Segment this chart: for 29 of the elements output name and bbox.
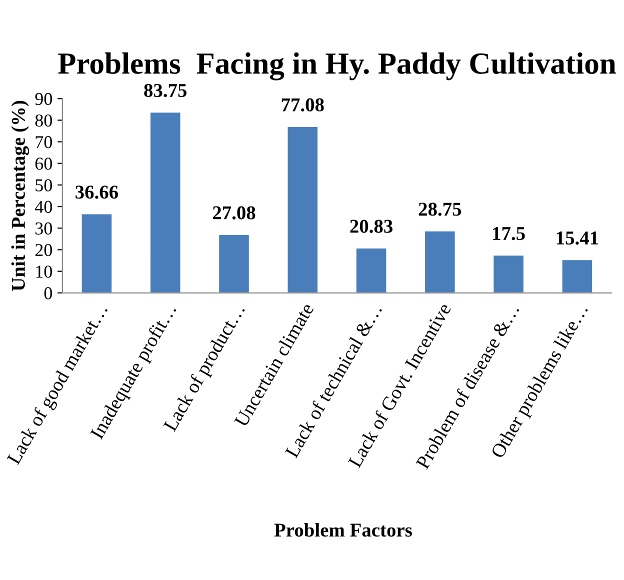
bar [355, 247, 388, 293]
y-tick-label: 40 [34, 200, 52, 213]
bar [561, 259, 594, 293]
y-tick-label: 30 [35, 222, 52, 235]
y-axis-title: Unit in Percentage (%) [11, 100, 30, 291]
bar [218, 234, 250, 293]
bar [424, 230, 456, 293]
y-tick-label: 20 [35, 244, 52, 256]
data-label: 15.41 [556, 232, 598, 245]
data-label: 28.75 [418, 202, 462, 216]
y-tick-label: 60 [35, 158, 52, 170]
y-tick-label: 0 [44, 287, 52, 300]
data-label: 17.5 [493, 227, 525, 240]
x-axis-title: Problem Factors [274, 523, 412, 537]
data-label: 83.75 [144, 84, 187, 98]
bar [80, 213, 113, 293]
bar [149, 112, 182, 293]
y-tick-label: 50 [36, 179, 52, 192]
y-tick-label: 90 [35, 92, 52, 106]
chart-title: Problems Facing in Hy. Paddy Cultivation [58, 52, 616, 80]
data-label: 27.08 [212, 206, 256, 220]
data-label: 77.08 [282, 98, 324, 112]
y-tick-label: 70 [36, 136, 52, 148]
y-tick-label: 80 [35, 114, 52, 127]
y-tick-label: 10 [36, 266, 52, 278]
bar [286, 126, 319, 293]
bar [492, 254, 525, 293]
data-label: 36.66 [76, 186, 118, 199]
data-label: 20.83 [350, 220, 392, 233]
